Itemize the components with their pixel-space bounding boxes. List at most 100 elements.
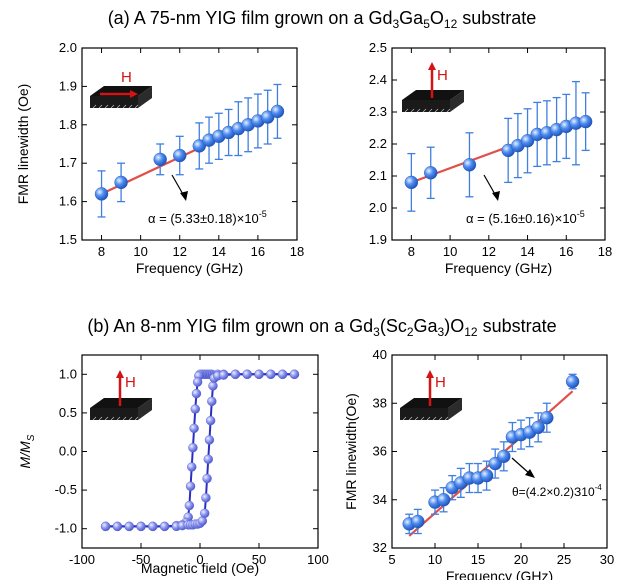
hysteresis-branch-up-point [200,508,210,518]
section-b-sub2: 2 [407,325,414,339]
x-axis-label: Magnetic field (Oe) [141,560,259,576]
sample-slab-hatch [134,416,139,421]
sample-slab-hatch [422,108,427,113]
hysteresis-branch-down-point [188,442,198,453]
x-tick-label: 0 [196,552,203,567]
y-tick-label: 38 [373,395,387,410]
theta-annotation-text: θ=(4.2×0.2)З10 [512,485,595,499]
field-label: H [437,67,448,84]
x-tick-label: 18 [598,244,612,259]
y-tick-label: 0.5 [59,405,77,420]
section-a-prefix: (a) A 75-nm YIG film grown on a Gd [108,8,393,28]
field-arrow-head [428,62,436,70]
x-tick-label: 10 [428,552,442,567]
sample-slab-hatch [444,416,449,421]
field-label: H [125,374,136,391]
data-point [531,420,545,435]
field-label: H [121,69,132,86]
sample-slab-hatch [434,108,439,113]
data-point [565,374,580,389]
x-tick-label: 5 [388,552,395,567]
sample-slab-hatch [408,416,413,421]
y-axis-label-main: M/M [17,441,33,469]
y-tick-label: 1.9 [369,232,387,247]
y-tick-label: -0.5 [55,482,77,497]
hysteresis-branch-up-point [254,369,264,379]
hysteresis-branch-up-line [105,373,295,528]
sample-slab-hatch [122,104,127,109]
data-point [270,104,285,119]
y-tick-label: 1.0 [59,366,77,381]
section-b-sub3: 3 [438,325,445,339]
section-b-prefix: (b) An 8-nm YIG film grown on a Gd [87,316,373,336]
theta-annotation: θ=(4.2×0.2)З10-4 [512,483,602,499]
hysteresis-branch-up-point [218,370,229,380]
hysteresis-branch-down-point [187,462,197,472]
y-axis-label: FMR linewidth (Oe) [15,84,31,205]
alpha-annotation-exp: -5 [259,209,267,219]
data-point [404,175,419,190]
field-arrow-icon [428,62,436,98]
y-tick-label: 1.6 [59,194,77,209]
x-tick-label: 14 [212,244,226,259]
sample-slab-hatch [426,416,431,421]
data-point [520,134,535,148]
x-tick-label: -100 [69,552,95,567]
sample-slab-hatch [420,416,425,421]
section-b-mid3: )O [444,316,464,336]
section-a-sub2: 5 [423,17,430,31]
y-tick-label: 0.0 [59,444,77,459]
sample-slab-hatch [116,416,121,421]
y-tick-label: 2.4 [369,72,387,87]
alpha-annotation-text: α = (5.33±0.18)×10 [148,211,259,226]
hysteresis-branch-up-point [205,415,216,426]
panel-b2: 5 10 15 20 25 30 32 34 36 38 40 Frequency (GHz) FMR … [343,347,614,584]
section-a-title: (a) A 75-nm YIG film grown on a Gd3Ga5O1… [108,8,537,31]
sample-slab-hatch [98,104,103,109]
data-point [411,514,425,529]
hysteresis-branch-up-point [124,521,134,532]
section-a-sub3: 12 [444,17,458,31]
x-tick-label: 12 [482,244,496,259]
x-axis-label: Frequency (GHz) [445,260,552,276]
y-tick-label: 40 [373,347,387,362]
theta-annotation-exp: -4 [595,483,603,492]
sample-slab-side [138,86,152,108]
y-axis-label: M/MS [17,434,37,468]
sample-slab-hatch [440,108,445,113]
x-axis-label: Frequency (GHz) [136,260,243,276]
hysteresis-branch-up-point [207,396,217,407]
sample-slab-hatch [128,416,133,421]
hysteresis-branch-up-point [202,473,212,484]
y-axis-label: FMR linewidth(Oe) [343,393,359,510]
y-tick-label: 32 [373,540,387,555]
field-arrow-head [130,90,138,98]
hysteresis-branch-up-point [208,381,218,391]
x-tick-label: 15 [471,552,485,567]
sample-slab-hatch [110,104,115,109]
data-point [94,187,109,201]
data-point [479,468,494,483]
data-point [114,175,128,190]
sample-slab-hatch [122,416,127,421]
y-tick-label: 2.0 [59,40,77,55]
hysteresis-branch-down-line [105,373,295,528]
sample-slab-hatch [414,416,419,421]
annotation-arrow-head [180,191,188,201]
hysteresis-branch-up-point [266,369,276,379]
annotation-arrow [511,457,531,475]
field-label: H [435,374,446,391]
x-tick-label: 100 [307,552,329,567]
sample-slab-hatch [404,108,409,113]
sample-slab-hatch [428,108,433,113]
hysteresis-branch-down-point [185,481,196,491]
data-point [153,152,167,167]
sample-slab-hatch [416,108,421,113]
section-a-sub1: 3 [392,17,399,31]
alpha-annotation: α = (5.33±0.18)×10-5 [148,209,267,226]
hysteresis-branch-up-point [204,435,215,445]
data-point [497,449,511,464]
sample-slab-hatch [92,104,97,109]
y-tick-label: -1.0 [55,521,77,536]
hysteresis-branch-down-point [189,423,199,434]
